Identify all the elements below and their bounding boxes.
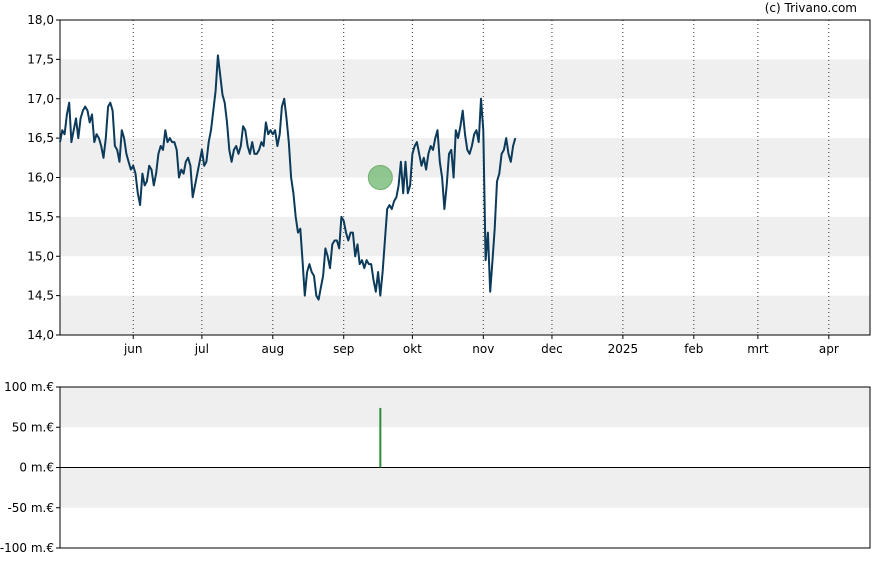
event-marker	[367, 165, 393, 190]
y-tick-label: 15,5	[27, 210, 54, 224]
grid-band	[60, 59, 870, 99]
y-tick-label: 15,0	[27, 249, 54, 263]
y-tick-label: 16,5	[27, 131, 54, 145]
grid-band	[60, 216, 870, 257]
y-tick-label: 0 m.€	[19, 461, 54, 475]
grid-band	[60, 295, 870, 335]
x-tick-label: jul	[194, 342, 209, 356]
x-tick-label: nov	[472, 342, 494, 356]
y-tick-label: 17,5	[27, 52, 54, 66]
grid-band	[60, 467, 870, 508]
x-tick-label: feb	[684, 342, 703, 356]
x-tick-label: jun	[123, 342, 143, 356]
y-tick-label: -50 m.€	[7, 501, 54, 515]
x-tick-label: okt	[403, 342, 422, 356]
x-tick-label: aug	[262, 342, 285, 356]
volume-plot: 100 m.€ 50 m.€ 0 m.€ -50 m.€ -100 m.€	[0, 380, 871, 555]
price-line	[59, 54, 517, 301]
x-tick-label: apr	[819, 342, 839, 356]
y-tick-label: 100 m.€	[4, 380, 54, 394]
plot-frame	[59, 386, 871, 549]
y-tick-label: 14,0	[27, 328, 54, 342]
y-tick-label: -100 m.€	[0, 541, 54, 555]
y-tick-label: 14,5	[27, 289, 54, 303]
grid-band	[60, 138, 870, 178]
y-tick-label: 17,0	[27, 92, 54, 106]
grid-band	[60, 387, 870, 428]
y-tick-label: 16,0	[27, 171, 54, 185]
x-tick-label: sep	[333, 342, 354, 356]
x-tick-label: 2025	[608, 342, 639, 356]
credit-label: (c) Trivano.com	[765, 1, 857, 15]
x-tick-label: dec	[541, 342, 563, 356]
y-tick-label: 50 m.€	[12, 420, 54, 434]
plot-frame	[59, 19, 871, 336]
x-tick-label: mrt	[747, 342, 769, 356]
price-plot: jun jul aug sep okt nov dec 2025 feb mrt apr 14,0 14…	[27, 13, 871, 356]
y-tick-label: 18,0	[27, 13, 54, 27]
